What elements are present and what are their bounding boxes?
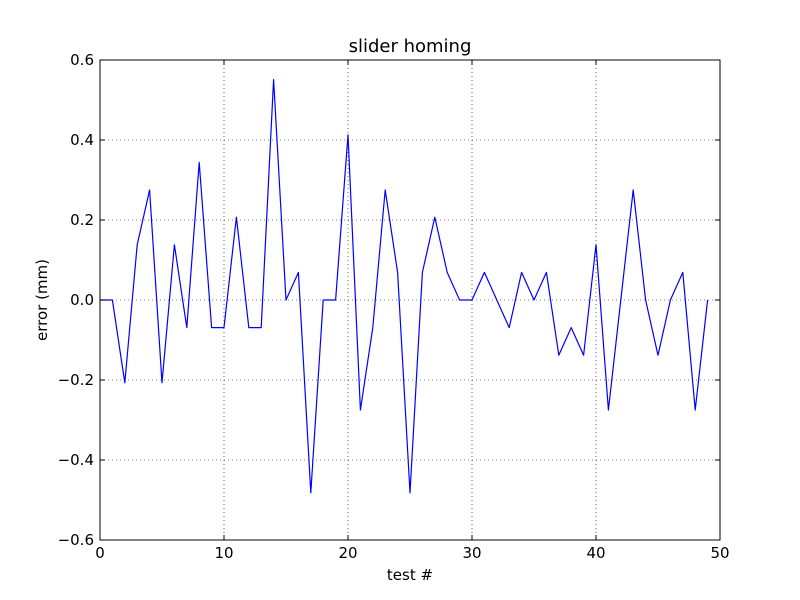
- chart-title: slider homing: [349, 36, 472, 57]
- y-tick-label: −0.6: [58, 531, 94, 549]
- x-tick-label: 0: [95, 544, 105, 562]
- tick-label-layer: 0 10 20 30 40 50 −0.6 −0.4 −0.2 0.0 0.2 0.4 0.6: [58, 51, 730, 562]
- x-tick-label: 40: [586, 544, 605, 562]
- y-tick-label: −0.2: [58, 371, 94, 389]
- x-tick-label: 30: [462, 544, 481, 562]
- x-tick-label: 10: [214, 544, 233, 562]
- y-axis-label: error (mm): [33, 259, 51, 341]
- y-tick-label: −0.4: [58, 451, 94, 469]
- y-tick-label: 0.4: [70, 131, 94, 149]
- series-layer: [100, 78, 709, 494]
- y-tick-label: 0.6: [70, 51, 94, 69]
- x-axis-label: test #: [387, 566, 433, 584]
- series-line: [100, 78, 709, 494]
- x-tick-label: 50: [710, 544, 729, 562]
- y-tick-label: 0.0: [70, 291, 94, 309]
- x-tick-label: 20: [338, 544, 357, 562]
- tick-layer: [99, 59, 721, 541]
- y-tick-label: 0.2: [70, 211, 94, 229]
